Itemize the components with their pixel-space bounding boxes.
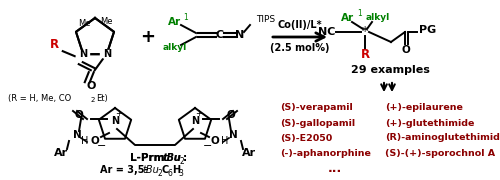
Text: L-Prm: L-Prm — [130, 153, 164, 163]
Text: 3: 3 — [178, 168, 183, 177]
Text: O: O — [86, 81, 96, 91]
Text: (S)-verapamil: (S)-verapamil — [280, 103, 353, 112]
Text: :: : — [183, 153, 187, 163]
Text: 6: 6 — [168, 168, 173, 177]
Text: PG: PG — [419, 25, 436, 35]
Text: 2: 2 — [91, 97, 96, 103]
Text: Ar: Ar — [54, 148, 68, 158]
Text: N: N — [102, 49, 111, 59]
Text: Ar: Ar — [242, 148, 256, 158]
Text: N: N — [191, 116, 199, 126]
Text: H: H — [82, 136, 88, 146]
Text: ...: ... — [328, 161, 342, 174]
Text: Me: Me — [78, 19, 90, 28]
Text: H: H — [222, 136, 228, 146]
Text: O: O — [226, 110, 235, 120]
Text: O: O — [402, 45, 410, 55]
Text: 2: 2 — [179, 158, 184, 166]
Text: *: * — [362, 26, 368, 39]
Text: −: − — [204, 141, 212, 151]
Text: Co(II)/L*: Co(II)/L* — [278, 20, 322, 30]
Text: Me: Me — [100, 17, 112, 26]
Text: C: C — [162, 165, 169, 175]
Text: +: + — [116, 109, 122, 118]
Text: +: + — [140, 28, 156, 46]
Text: alkyl: alkyl — [163, 44, 187, 53]
Text: Et): Et) — [96, 93, 108, 102]
Text: tBu: tBu — [163, 153, 182, 163]
Text: N: N — [79, 49, 88, 59]
Text: 2: 2 — [157, 168, 162, 177]
Text: alkyl: alkyl — [366, 14, 390, 22]
Text: 1: 1 — [183, 14, 188, 22]
Text: +: + — [196, 109, 202, 118]
Text: (S)-(+)-sporochnol A: (S)-(+)-sporochnol A — [385, 148, 495, 158]
Text: R: R — [50, 38, 59, 51]
Text: (2.5 mol%): (2.5 mol%) — [270, 43, 330, 53]
Text: O: O — [210, 136, 220, 146]
Text: N: N — [236, 30, 244, 40]
Text: (S)-E2050: (S)-E2050 — [280, 134, 332, 143]
Text: (+)-epilaurene: (+)-epilaurene — [385, 103, 463, 112]
Text: tBu: tBu — [163, 153, 180, 163]
Text: 29 examples: 29 examples — [350, 65, 430, 75]
Text: (R)-aminoglutethimide: (R)-aminoglutethimide — [385, 134, 500, 143]
Text: O: O — [90, 136, 100, 146]
Text: N: N — [72, 130, 82, 140]
Text: C: C — [216, 30, 224, 40]
Text: N: N — [111, 116, 119, 126]
Text: L-Prm: L-Prm — [130, 153, 164, 163]
Text: (-)-aphanorphine: (-)-aphanorphine — [280, 148, 371, 158]
Text: NC: NC — [318, 27, 335, 37]
Text: TIPS: TIPS — [256, 15, 275, 24]
Text: O: O — [74, 110, 84, 120]
Text: −: − — [98, 141, 106, 151]
Text: R: R — [360, 48, 370, 60]
Text: (S)-gallopamil: (S)-gallopamil — [280, 118, 355, 127]
Text: Ar = 3,5-: Ar = 3,5- — [100, 165, 148, 175]
Text: 1: 1 — [357, 10, 362, 19]
Text: N: N — [228, 130, 237, 140]
Text: (+)-glutethimide: (+)-glutethimide — [385, 118, 474, 127]
Text: (R = H, Me, CO: (R = H, Me, CO — [8, 93, 72, 102]
Text: Ar: Ar — [342, 13, 354, 23]
Text: tBu: tBu — [142, 165, 159, 175]
Text: H: H — [172, 165, 180, 175]
Text: Ar: Ar — [168, 17, 181, 27]
